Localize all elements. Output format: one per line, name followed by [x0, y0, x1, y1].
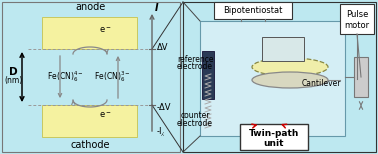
FancyBboxPatch shape [262, 37, 304, 61]
Text: Fe(CN)$_6^{4-}$: Fe(CN)$_6^{4-}$ [47, 70, 83, 84]
Text: unit: unit [264, 139, 284, 148]
FancyBboxPatch shape [354, 57, 368, 97]
FancyBboxPatch shape [240, 124, 308, 150]
FancyBboxPatch shape [183, 2, 376, 152]
FancyBboxPatch shape [200, 21, 345, 136]
Text: cathode: cathode [70, 140, 110, 150]
Text: Twin-path: Twin-path [249, 129, 299, 138]
Text: electrode: electrode [177, 118, 213, 128]
FancyBboxPatch shape [42, 105, 137, 137]
Text: e$^-$: e$^-$ [99, 25, 112, 35]
Text: (nm): (nm) [4, 75, 22, 85]
Text: Cantilever: Cantilever [302, 79, 341, 87]
Ellipse shape [252, 72, 328, 88]
Text: D: D [9, 67, 17, 77]
FancyBboxPatch shape [42, 17, 137, 49]
FancyBboxPatch shape [202, 51, 214, 99]
Text: -I⁁: -I⁁ [157, 128, 165, 136]
Text: Pulse: Pulse [346, 10, 368, 19]
Text: motor: motor [344, 21, 370, 30]
FancyBboxPatch shape [2, 2, 180, 152]
FancyBboxPatch shape [340, 4, 374, 34]
Text: Bipotentiostat: Bipotentiostat [223, 6, 283, 15]
Ellipse shape [252, 58, 328, 76]
Text: -ΔV: -ΔV [157, 103, 172, 111]
Text: counter: counter [180, 111, 210, 120]
Text: e$^-$: e$^-$ [99, 110, 112, 120]
Text: ΔV: ΔV [157, 43, 169, 51]
Text: Fe(CN)$_6^{3-}$: Fe(CN)$_6^{3-}$ [94, 70, 130, 84]
Text: electrode: electrode [177, 61, 213, 71]
FancyBboxPatch shape [214, 2, 292, 19]
Text: I: I [155, 3, 159, 13]
Text: anode: anode [75, 2, 105, 12]
Text: reference: reference [177, 55, 213, 63]
